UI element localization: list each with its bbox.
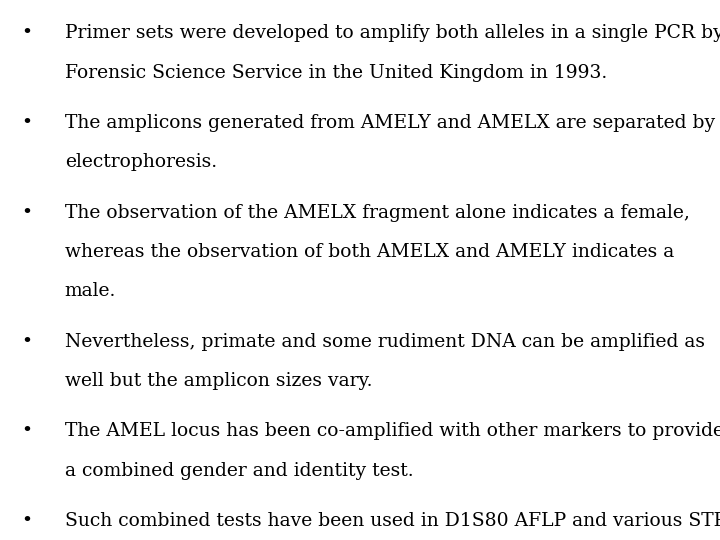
Text: •: • [22,333,32,350]
Text: •: • [22,512,32,530]
Text: •: • [22,204,32,221]
Text: The AMEL locus has been co-amplified with other markers to provide: The AMEL locus has been co-amplified wit… [65,422,720,440]
Text: Nevertheless, primate and some rudiment DNA can be amplified as: Nevertheless, primate and some rudiment … [65,333,705,350]
Text: whereas the observation of both AMELX and AMELY indicates a: whereas the observation of both AMELX an… [65,243,674,261]
Text: Primer sets were developed to amplify both alleles in a single PCR by: Primer sets were developed to amplify bo… [65,24,720,42]
Text: electrophoresis.: electrophoresis. [65,153,217,171]
Text: •: • [22,114,32,132]
Text: •: • [22,24,32,42]
Text: well but the amplicon sizes vary.: well but the amplicon sizes vary. [65,372,372,390]
Text: •: • [22,422,32,440]
Text: The amplicons generated from AMELY and AMELX are separated by: The amplicons generated from AMELY and A… [65,114,715,132]
Text: The observation of the AMELX fragment alone indicates a female,: The observation of the AMELX fragment al… [65,204,690,221]
Text: Forensic Science Service in the United Kingdom in 1993.: Forensic Science Service in the United K… [65,64,607,82]
Text: male.: male. [65,282,116,300]
Text: a combined gender and identity test.: a combined gender and identity test. [65,462,413,480]
Text: Such combined tests have been used in D1S80 AFLP and various STR: Such combined tests have been used in D1… [65,512,720,530]
